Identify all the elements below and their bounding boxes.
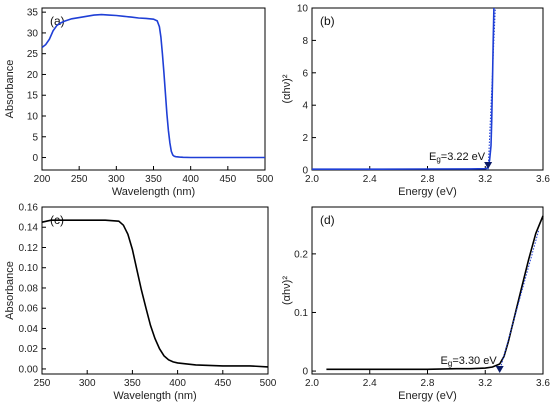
y-tick-label: 30 [27, 28, 39, 39]
x-tick-label: 450 [214, 378, 231, 389]
x-axis-label: Energy (eV) [398, 186, 457, 198]
x-tick-label: 250 [34, 378, 51, 389]
series-line [326, 215, 544, 371]
y-tick-label: 2 [302, 133, 308, 144]
x-tick-label: 450 [219, 174, 236, 185]
x-axis-label: Wavelength (nm) [112, 186, 195, 198]
eg-arrow [484, 162, 493, 169]
panel-label: (a) [50, 14, 65, 28]
x-tick-label: 500 [260, 378, 277, 389]
panel-label: (b) [320, 14, 335, 28]
y-tick-label: 25 [27, 49, 39, 60]
plot-frame [311, 206, 544, 375]
x-axis-label: Wavelength (nm) [113, 390, 196, 402]
x-tick-label: 200 [34, 174, 51, 185]
plot-frame [41, 7, 266, 171]
x-tick-label: 350 [145, 174, 162, 185]
x-tick-label: 3.2 [478, 378, 492, 389]
panel-1: 200 250 300 350 400 450 500 0 5 10 15 20 25 30 35 Wavel… [4, 7, 274, 198]
fit-line [499, 230, 540, 372]
x-tick-label: 400 [169, 378, 186, 389]
x-tick-label: 2.4 [363, 378, 377, 389]
y-axis-label: Absorbance [4, 60, 16, 119]
y-tick-label: 8 [302, 36, 308, 47]
series-line [41, 13, 265, 159]
y-tick-label: 15 [27, 91, 39, 102]
x-tick-label: 250 [71, 174, 88, 185]
y-tick-label: 0.04 [19, 324, 39, 335]
x-tick-label: 2.4 [363, 174, 377, 185]
y-tick-label: 35 [27, 8, 39, 19]
y-tick-label: 0 [302, 367, 308, 378]
y-tick-label: 0.10 [19, 263, 39, 274]
series-line [312, 7, 495, 170]
x-tick-label: 2.8 [421, 378, 435, 389]
y-tick-label: 0.1 [294, 308, 308, 319]
series-line [41, 219, 269, 368]
y-tick-label: 10 [27, 112, 39, 123]
plot-frame [311, 7, 544, 171]
x-tick-label: 350 [124, 378, 141, 389]
y-axis-label: Absorbance [4, 261, 16, 320]
y-tick-label: 0 [32, 153, 38, 164]
x-tick-label: 2.8 [421, 174, 435, 185]
y-tick-label: 0.08 [19, 283, 39, 294]
x-tick-label: 2.0 [305, 378, 319, 389]
y-axis-label: (αhν)² [281, 276, 293, 305]
y-tick-label: 0.00 [19, 364, 39, 375]
x-tick-label: 500 [257, 174, 274, 185]
y-tick-label: 4 [302, 101, 308, 112]
x-tick-label: 3.6 [536, 174, 550, 185]
panel-label: (d) [320, 213, 335, 227]
y-tick-label: 0.14 [19, 223, 39, 234]
x-tick-label: 300 [79, 378, 96, 389]
y-tick-label: 0.2 [294, 249, 308, 260]
plot-frame [41, 206, 269, 375]
eg-arrow [495, 366, 504, 373]
y-axis-label: (αhν)² [281, 74, 293, 103]
panel-2: 2.0 2.4 2.8 3.2 3.6 0 2 4 6 8 10 Energy (eV) (αhν)² (… [281, 4, 550, 199]
y-tick-label: 5 [32, 132, 38, 143]
y-tick-label: 0.12 [19, 243, 39, 254]
x-tick-label: 3.6 [536, 378, 550, 389]
eg-annotation: Eg=3.30 eV [441, 355, 498, 368]
y-tick-label: 6 [302, 68, 308, 79]
fit-line [487, 7, 496, 171]
panel-3: 250 300 350 400 450 500 0.00 0.02 0.04 0.06 0.08 0.… [4, 203, 277, 403]
y-tick-label: 0 [302, 166, 308, 177]
panel-4: 2.0 2.4 2.8 3.2 3.6 0 0.1 0.2 Energy (eV) (αhν)² (… [281, 206, 550, 402]
y-tick-label: 0.06 [19, 304, 39, 315]
eg-annotation: Eg=3.22 eV [429, 151, 486, 164]
x-axis-label: Energy (eV) [398, 390, 457, 402]
y-tick-label: 0.16 [19, 203, 39, 214]
x-tick-label: 3.2 [478, 174, 492, 185]
y-tick-label: 20 [27, 70, 39, 81]
y-tick-label: 10 [297, 4, 309, 15]
y-tick-label: 0.02 [19, 344, 39, 355]
x-tick-label: 300 [108, 174, 125, 185]
x-tick-label: 2.0 [305, 174, 319, 185]
x-tick-label: 400 [182, 174, 199, 185]
